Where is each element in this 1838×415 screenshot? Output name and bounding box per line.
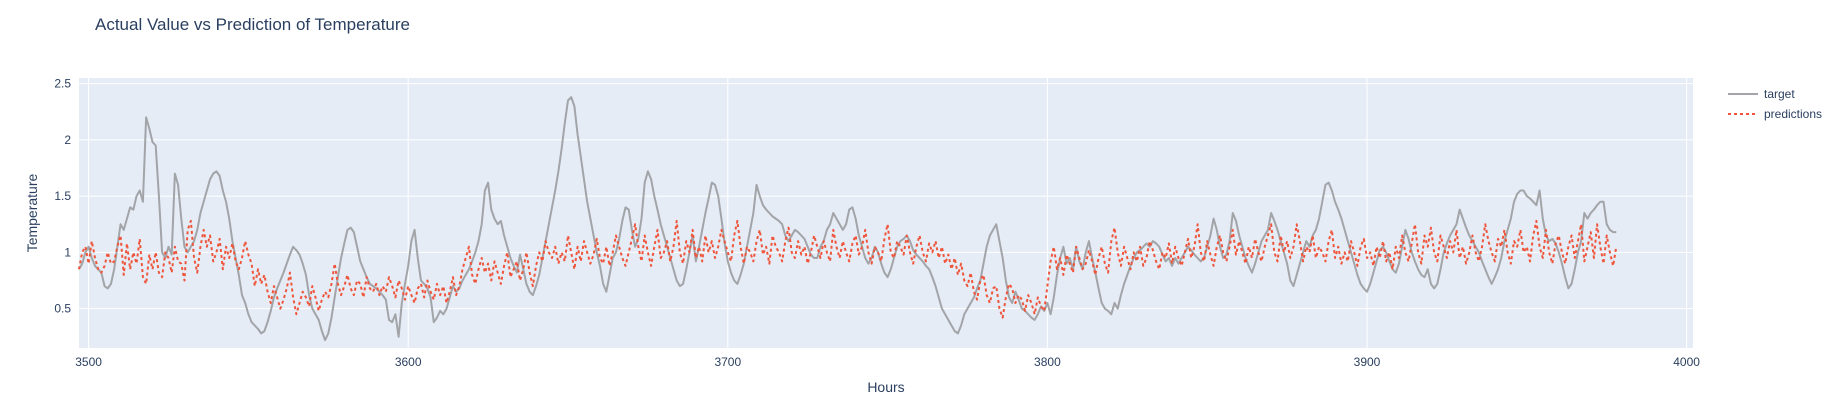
x-axis-title: Hours [867,379,904,395]
legend-item-predictions[interactable]: predictions [1728,107,1822,121]
y-tick-label: 2 [64,133,71,147]
series-line-predictions [78,219,1618,319]
x-tick-label: 3800 [1034,355,1061,369]
x-tick-label: 3500 [75,355,102,369]
x-tick-label: 3700 [714,355,741,369]
x-tick-label: 4000 [1673,355,1700,369]
x-tick-label: 3900 [1354,355,1381,369]
y-tick-label: 0.5 [54,302,71,316]
x-tick-label: 3600 [395,355,422,369]
y-tick-label: 1 [64,245,71,259]
y-tick-label: 2.5 [54,77,71,91]
y-tick-label: 1.5 [54,189,71,203]
y-axis-title: Temperature [24,173,40,252]
legend-label-target: target [1764,87,1795,101]
legend-item-target[interactable]: target [1728,87,1795,101]
series-line-target [78,96,1617,342]
chart-title: Actual Value vs Prediction of Temperatur… [95,15,410,34]
plot-background [79,78,1693,348]
series-layer [78,96,1618,342]
y-axis-ticks: 0.5 1 1.5 2 2.5 [54,77,71,316]
legend[interactable]: target predictions [1728,87,1822,121]
x-axis-ticks: 3500 3600 3700 3800 3900 4000 [75,355,1700,369]
grid-lines [79,78,1693,348]
legend-label-predictions: predictions [1764,107,1822,121]
